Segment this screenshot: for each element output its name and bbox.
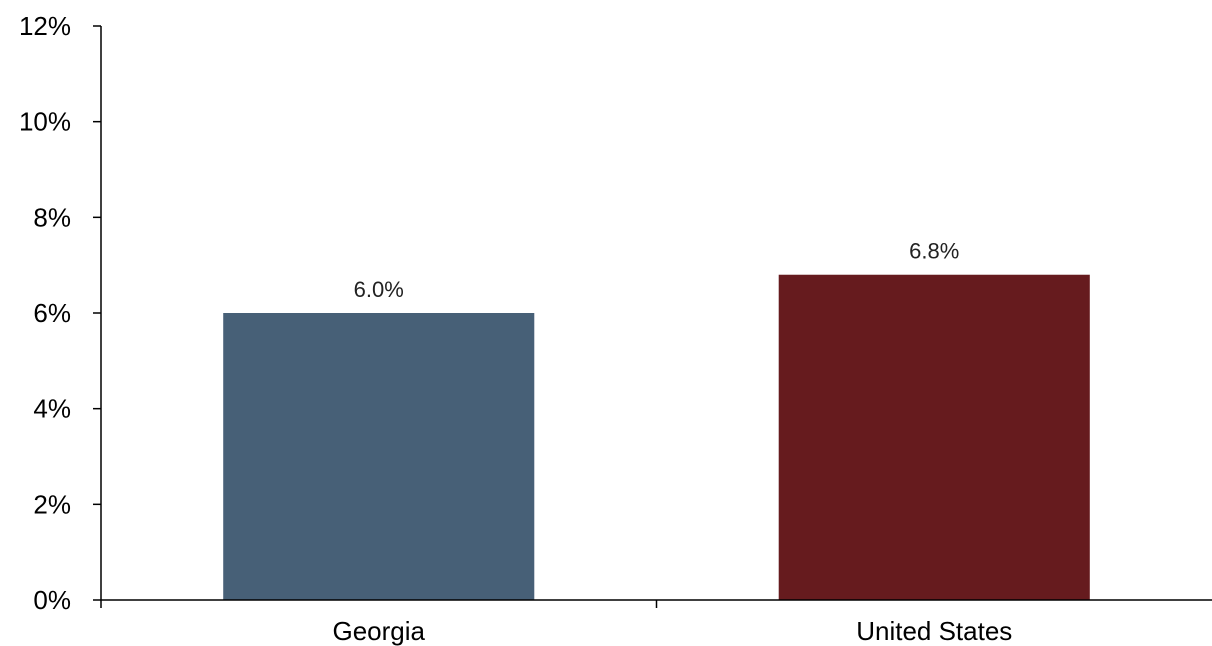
data-label: 6.8% bbox=[909, 239, 959, 264]
y-tick-label: 12% bbox=[19, 11, 71, 41]
y-tick-label: 2% bbox=[33, 489, 71, 519]
bar-georgia bbox=[223, 313, 535, 600]
y-axis-ticks: 0% 2% 4% 6% 8% 10% 12% bbox=[19, 11, 101, 615]
y-tick-label: 8% bbox=[33, 202, 71, 232]
data-labels: 6.0% 6.8% bbox=[354, 239, 960, 302]
x-axis-ticks: Georgia United States bbox=[100, 600, 1012, 646]
x-category-label: United States bbox=[856, 616, 1012, 646]
data-label: 6.0% bbox=[354, 277, 404, 302]
y-tick-label: 4% bbox=[33, 394, 71, 424]
bars bbox=[223, 274, 1090, 600]
y-tick-label: 0% bbox=[33, 585, 71, 615]
x-category-label: Georgia bbox=[333, 616, 426, 646]
y-tick-label: 10% bbox=[19, 107, 71, 137]
bar-united-states bbox=[778, 274, 1090, 600]
y-tick-label: 6% bbox=[33, 298, 71, 328]
